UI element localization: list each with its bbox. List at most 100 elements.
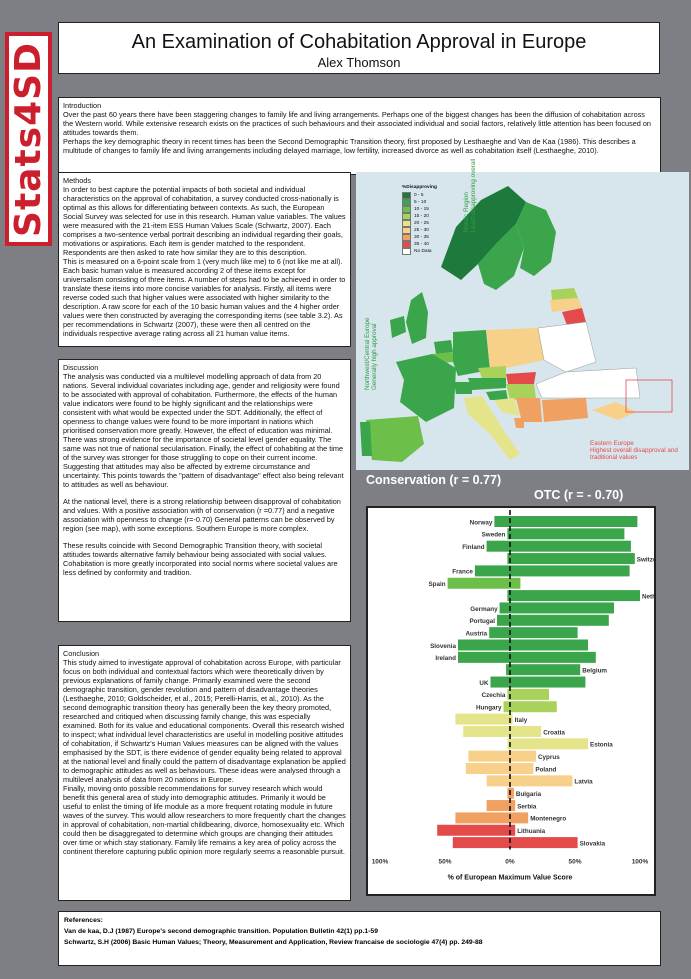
title-panel: An Examination of Cohabitation Approval … — [58, 22, 660, 74]
legend-item: 25 - 30 — [402, 227, 437, 235]
country-label: Portugal — [469, 618, 495, 625]
introduction-paragraph-1: Over the past 60 years there have been s… — [63, 110, 651, 137]
conservation-bar — [507, 553, 510, 565]
europe-map-svg — [360, 186, 673, 462]
discussion-heading: Discussion — [63, 363, 99, 372]
eastern-region-label: Eastern Europe Highest overall disapprov… — [590, 440, 678, 461]
otc-bar — [510, 824, 516, 836]
nordic-label-line-2: Least disapproving overall — [470, 158, 477, 232]
country-label: Ireland — [435, 655, 456, 662]
conservation-bar — [452, 837, 510, 849]
methods-paragraph-1: In order to best capture the potential i… — [63, 185, 346, 257]
otc-bar — [510, 553, 635, 565]
map-estonia — [551, 288, 578, 300]
conservation-bar — [490, 676, 510, 688]
conservation-bar — [465, 763, 510, 774]
map-czechia — [478, 366, 506, 378]
otc-bar — [510, 627, 578, 639]
map-spain — [366, 416, 424, 462]
map-ireland — [390, 316, 406, 338]
country-label: Slovakia — [580, 840, 606, 847]
country-label: Belgium — [582, 668, 607, 675]
map-portugal — [360, 422, 372, 456]
conservation-bar — [494, 516, 510, 527]
otc-bar — [510, 516, 638, 527]
conclusion-paragraph-1: This study aimed to investigate approval… — [63, 658, 346, 784]
country-label: Finland — [462, 544, 485, 551]
legend-item: 10 - 15 — [402, 206, 437, 214]
map-netherlands — [434, 340, 453, 354]
otc-bar — [510, 528, 625, 540]
conservation-bar — [486, 800, 510, 812]
otc-bar — [510, 676, 586, 688]
conservation-bar — [507, 688, 510, 700]
map-switzerland — [454, 382, 472, 394]
country-label: Estonia — [590, 742, 613, 749]
country-label: Sweden — [482, 532, 506, 539]
country-label: France — [452, 569, 473, 576]
methods-heading: Methods — [63, 176, 91, 185]
country-label: Cyprus — [538, 754, 560, 761]
otc-bar — [510, 837, 578, 849]
otc-bar — [510, 738, 588, 750]
map-finland — [516, 202, 556, 276]
legend-item: 20 - 25 — [402, 220, 437, 228]
page-title: An Examination of Cohabitation Approval … — [131, 31, 587, 53]
country-label: Spain — [428, 581, 445, 588]
legend-swatch — [402, 248, 411, 256]
conservation-bar — [486, 540, 510, 552]
legend-item: 0 - 5 — [402, 192, 437, 200]
conclusion-section: Conclusion This study aimed to investiga… — [58, 645, 351, 901]
x-tick-label: 50% — [438, 858, 451, 865]
legend-label: 15 - 20 — [414, 213, 429, 219]
otc-bar — [510, 763, 534, 774]
conclusion-paragraph-2: Finally, moving onto possible recommenda… — [63, 784, 346, 856]
map-slovakia — [506, 372, 536, 384]
otc-bar — [510, 651, 596, 663]
country-label: Hungary — [476, 705, 502, 712]
otc-bar — [510, 775, 573, 787]
x-tick-label: 0% — [505, 858, 515, 865]
otc-bar — [510, 565, 630, 577]
legend-title: %Disapproving — [402, 185, 437, 190]
discussion-paragraph-3: These results coincide with Second Demog… — [63, 541, 338, 577]
legend-item: 15 - 20 — [402, 213, 437, 221]
otc-bar — [510, 688, 549, 700]
legend-swatch — [402, 199, 411, 207]
legend-label: 35 - 40 — [414, 241, 429, 247]
map-cyprus — [592, 402, 636, 420]
introduction-heading: Introduction — [63, 101, 102, 110]
legend-label: 30 - 35 — [414, 234, 429, 240]
conservation-bar — [507, 738, 510, 750]
references-section: References: Van de kaa, D.J (1987) Europ… — [58, 911, 661, 966]
country-label: Czechia — [482, 692, 506, 699]
conservation-bar — [474, 565, 510, 577]
map-uk — [406, 292, 428, 344]
otc-bar — [510, 602, 614, 614]
otc-bar — [510, 713, 513, 725]
country-label: Montenegro — [530, 816, 566, 823]
legend-swatch — [402, 241, 411, 249]
conservation-bar — [489, 627, 510, 639]
legend-item: 30 - 35 — [402, 234, 437, 242]
conservation-bar — [486, 775, 510, 787]
map-italy — [464, 396, 520, 460]
conservation-bar — [507, 590, 510, 602]
country-label: Bulgaria — [516, 791, 542, 798]
country-label: Poland — [535, 766, 556, 773]
legend-swatch — [402, 227, 411, 235]
conservation-bar — [503, 701, 510, 713]
x-tick-label: 100% — [372, 858, 389, 865]
otc-bar — [510, 701, 557, 713]
conservation-bar — [455, 812, 510, 824]
country-label: Latvia — [574, 779, 593, 786]
otc-bar — [510, 725, 542, 737]
legend-label: 20 - 25 — [414, 220, 429, 226]
otc-bar — [510, 577, 521, 589]
conservation-bar — [468, 750, 510, 762]
eastern-region-outline — [625, 379, 673, 413]
nordic-region-label: Nordic Region Least disapproving overall — [463, 159, 477, 232]
otc-label: OTC (r = - 0.70) — [534, 488, 624, 502]
northwest-label-line-2: Generally high approval — [371, 323, 378, 390]
eastern-label-line-2: Highest overall disapproval and — [590, 447, 678, 454]
